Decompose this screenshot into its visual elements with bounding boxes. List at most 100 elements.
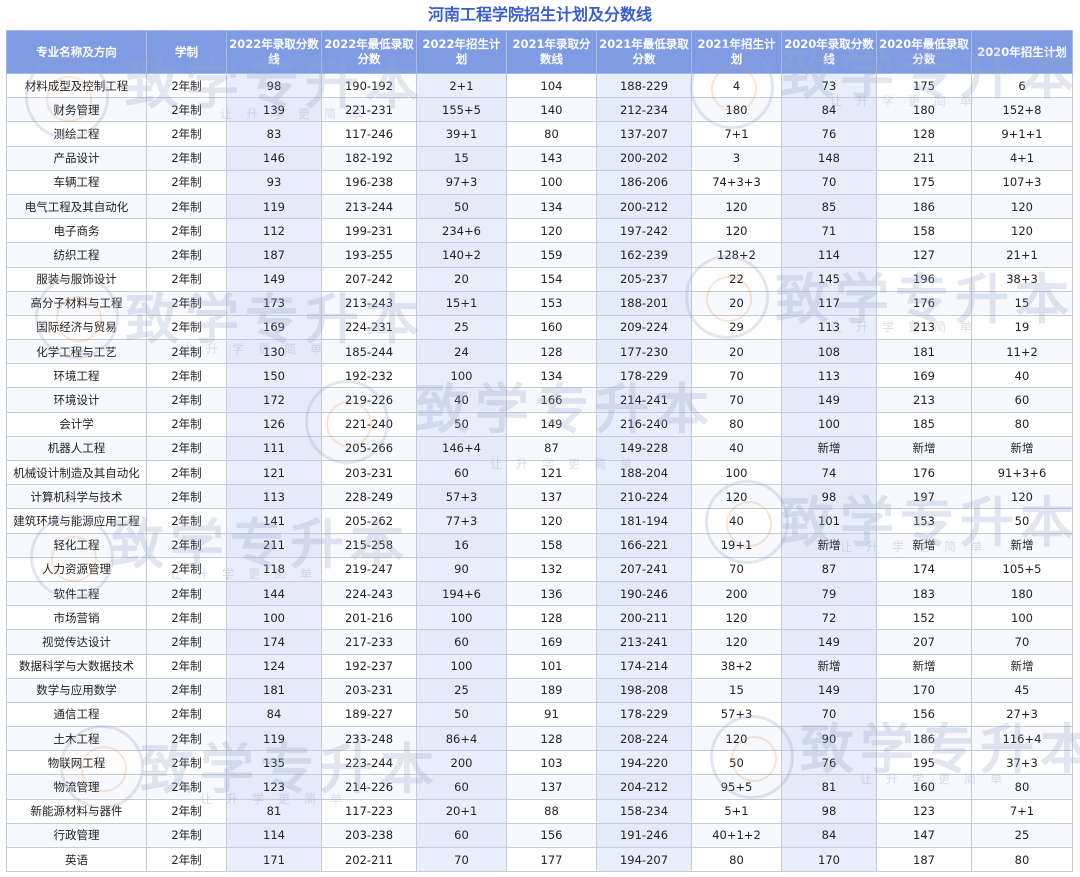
cell-major: 电气工程及其自动化 (6, 193, 147, 220)
cell-min-score-2021: 194-207 (596, 846, 692, 873)
cell-min-score-2020: 160 (876, 774, 972, 800)
cell-plan-2021: 7+1 (691, 121, 782, 147)
cell-score-line-2020: 70 (781, 701, 877, 728)
cell-plan-2022: 20 (416, 266, 507, 292)
cell-duration: 2年制 (146, 290, 227, 316)
table-row: 轻化工程 2年制 211 215-258 16 158 166-221 19+1 新增 新增 新增 (6, 532, 1073, 558)
table-row: 新能源材料与器件 2年制 81 117-223 20+1 88 158-234 5+1 98 12… (6, 798, 1073, 824)
cell-plan-2020: 107+3 (971, 169, 1073, 195)
cell-min-score-2021: 178-229 (596, 701, 692, 728)
cell-score-line-2021: 104 (506, 72, 597, 99)
cell-duration: 2年制 (146, 314, 227, 341)
cell-score-line-2021: 134 (506, 363, 597, 389)
cell-plan-2021: 180 (691, 97, 782, 123)
cell-score-line-2022: 144 (226, 580, 322, 607)
cell-plan-2022: 60 (416, 459, 507, 486)
cell-score-line-2022: 211 (226, 532, 322, 558)
cell-min-score-2020: 158 (876, 218, 972, 244)
cell-plan-2022: 97+3 (416, 169, 507, 195)
cell-score-line-2021: 128 (506, 339, 597, 365)
cell-duration: 2年制 (146, 629, 227, 655)
table-row: 电气工程及其自动化 2年制 119 213-244 50 134 200-212 120 85 1… (6, 193, 1073, 220)
cell-min-score-2022: 224-231 (321, 314, 417, 341)
header-2020-min-score: 2020年最低录取分数 (876, 30, 972, 74)
cell-score-line-2022: 172 (226, 387, 322, 413)
cell-plan-2020: 21+1 (971, 242, 1073, 268)
cell-min-score-2022: 190-192 (321, 72, 417, 99)
cell-min-score-2021: 216-240 (596, 411, 692, 437)
cell-min-score-2022: 205-266 (321, 435, 417, 462)
cell-major: 材料成型及控制工程 (6, 72, 147, 99)
cell-plan-2021: 128+2 (691, 242, 782, 268)
cell-min-score-2021: 200-211 (596, 605, 692, 631)
cell-min-score-2022: 185-244 (321, 339, 417, 365)
cell-min-score-2022: 203-231 (321, 459, 417, 486)
cell-plan-2020: 105+5 (971, 556, 1073, 582)
cell-plan-2021: 200 (691, 580, 782, 607)
cell-min-score-2022: 199-231 (321, 218, 417, 244)
cell-min-score-2021: 214-241 (596, 387, 692, 413)
cell-plan-2021: 50 (691, 750, 782, 776)
cell-plan-2022: 146+4 (416, 435, 507, 462)
header-2022-score-line: 2022年录取分数线 (226, 30, 322, 74)
cell-major: 机器人工程 (6, 435, 147, 462)
cell-min-score-2021: 158-234 (596, 798, 692, 824)
cell-score-line-2020: 100 (781, 411, 877, 437)
cell-plan-2020: 120 (971, 193, 1073, 220)
cell-min-score-2020: 187 (876, 846, 972, 873)
table-row: 英语 2年制 171 202-211 70 177 194-207 80 170 187 80 (6, 846, 1073, 873)
cell-plan-2020: 91+3+6 (971, 459, 1073, 486)
cell-plan-2022: 39+1 (416, 121, 507, 147)
cell-min-score-2020: 211 (876, 145, 972, 171)
cell-score-line-2022: 150 (226, 363, 322, 389)
cell-plan-2020: 7+1 (971, 798, 1073, 824)
cell-plan-2021: 70 (691, 387, 782, 413)
cell-plan-2021: 20 (691, 290, 782, 316)
table-row: 国际经济与贸易 2年制 169 224-231 25 160 209-224 29 113 213… (6, 314, 1073, 341)
cell-plan-2022: 200 (416, 750, 507, 776)
cell-duration: 2年制 (146, 677, 227, 703)
cell-score-line-2022: 81 (226, 798, 322, 824)
cell-plan-2021: 120 (691, 484, 782, 510)
header-2022-min-score: 2022年最低录取分数 (321, 30, 417, 74)
cell-min-score-2020: 152 (876, 605, 972, 631)
cell-min-score-2021: 212-234 (596, 97, 692, 123)
cell-plan-2021: 40 (691, 508, 782, 534)
cell-major: 电子商务 (6, 218, 147, 244)
table-row: 通信工程 2年制 84 189-227 50 91 178-229 57+3 70 156 27+3 (6, 701, 1073, 728)
cell-major: 数据科学与大数据技术 (6, 653, 147, 679)
cell-duration: 2年制 (146, 484, 227, 510)
cell-min-score-2022: 205-262 (321, 508, 417, 534)
cell-duration: 2年制 (146, 653, 227, 679)
cell-plan-2022: 60 (416, 629, 507, 655)
cell-min-score-2020: 170 (876, 677, 972, 703)
table-row: 土木工程 2年制 119 233-248 86+4 128 208-224 120 90 186 1… (6, 726, 1073, 752)
cell-min-score-2020: 156 (876, 701, 972, 728)
cell-min-score-2020: 186 (876, 726, 972, 752)
cell-plan-2021: 40 (691, 435, 782, 462)
cell-plan-2022: 234+6 (416, 218, 507, 244)
cell-plan-2021: 4 (691, 72, 782, 99)
cell-score-line-2020: 新增 (781, 435, 877, 462)
page-title: 河南工程学院招生计划及分数线 (427, 5, 652, 24)
header-duration: 学制 (146, 30, 227, 74)
table-row: 软件工程 2年制 144 224-243 194+6 136 190-246 200 79 183… (6, 580, 1073, 607)
table-row: 车辆工程 2年制 93 196-238 97+3 100 186-206 74+3+3 70 17… (6, 169, 1073, 195)
cell-score-line-2022: 173 (226, 290, 322, 316)
cell-min-score-2021: 200-212 (596, 193, 692, 220)
table-row: 材料成型及控制工程 2年制 98 190-192 2+1 104 188-229 4 73 175… (6, 72, 1073, 99)
cell-plan-2022: 60 (416, 774, 507, 800)
cell-min-score-2020: 新增 (876, 435, 972, 462)
cell-major: 服装与服饰设计 (6, 266, 147, 292)
cell-score-line-2020: 81 (781, 774, 877, 800)
cell-min-score-2022: 217-233 (321, 629, 417, 655)
table-row: 建筑环境与能源应用工程 2年制 141 205-262 77+3 120 181-194 40… (6, 508, 1073, 534)
cell-score-line-2022: 169 (226, 314, 322, 341)
cell-plan-2021: 15 (691, 677, 782, 703)
cell-plan-2022: 100 (416, 605, 507, 631)
cell-score-line-2022: 98 (226, 72, 322, 99)
cell-plan-2020: 27+3 (971, 701, 1073, 728)
cell-min-score-2021: 181-194 (596, 508, 692, 534)
cell-plan-2021: 120 (691, 629, 782, 655)
cell-score-line-2020: 114 (781, 242, 877, 268)
